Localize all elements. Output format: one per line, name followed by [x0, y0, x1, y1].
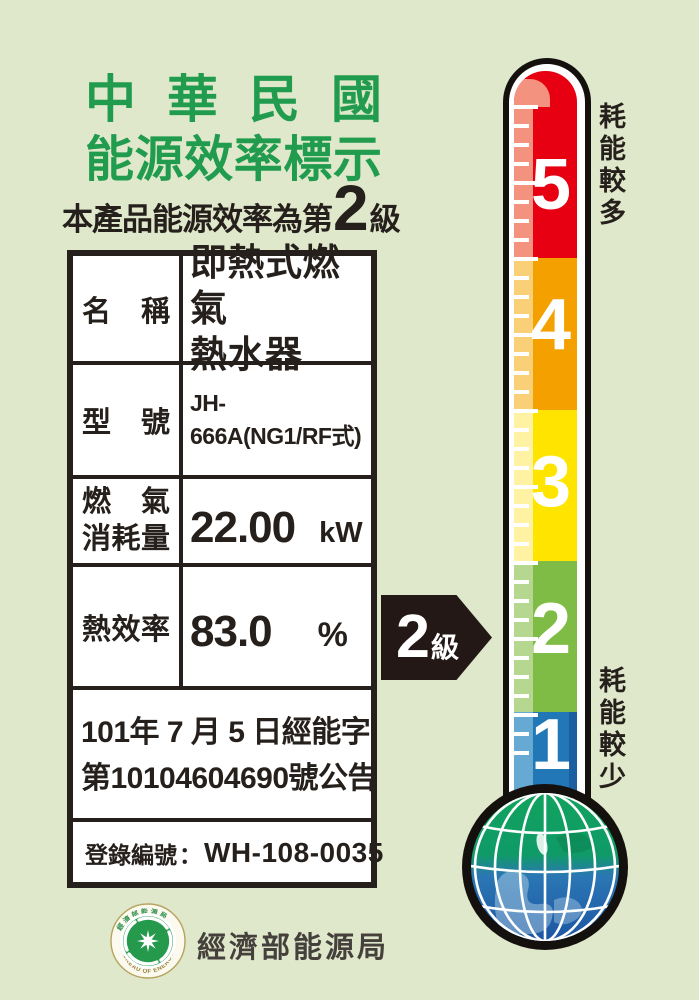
bureau-of-energy-logo-icon: 經濟部能源局 BUREAU OF ENERGY	[110, 903, 186, 979]
tick-mark	[514, 542, 529, 546]
model-label: 型號	[82, 407, 170, 439]
segment-shade	[569, 712, 577, 798]
tick-mark	[514, 352, 529, 356]
tick-mark	[514, 295, 529, 299]
name-value-cell: 即熱式燃氣 熱水器	[190, 242, 365, 375]
tick-mark	[514, 732, 529, 736]
efficiency-unit: %	[317, 616, 348, 654]
tick-mark	[514, 162, 529, 166]
tick-mark	[514, 447, 529, 451]
model-label-cell: 型號	[73, 365, 179, 475]
tick-mark	[514, 694, 529, 698]
announcement-cell: 101年 7 月 5 日經能字 第10104604690號公告	[81, 692, 378, 820]
consumption-label-line2: 消耗量	[82, 523, 170, 555]
tick-mark	[514, 656, 529, 660]
efficiency-rating-statement: 本產品能源效率為第 2 級	[62, 176, 422, 240]
thermometer-tube: 5 4 3 2 1	[514, 71, 577, 798]
grade-5-number: 5	[530, 145, 572, 225]
rating-prefix: 本產品能源效率為第	[62, 202, 333, 237]
tick-mark	[514, 523, 529, 527]
consumption-label-line1: 燃氣	[82, 486, 170, 518]
label-title-line2: 能源效率標示	[85, 133, 382, 187]
tick-mark	[514, 238, 529, 242]
consumption-value: 22.00	[190, 503, 296, 552]
name-label: 名稱	[82, 295, 170, 328]
tick-mark	[514, 713, 538, 717]
grade-1-number: 1	[530, 705, 572, 785]
tick-mark	[514, 219, 529, 223]
efficiency-value-cell: 83.0 %	[190, 567, 365, 686]
tick-mark	[514, 105, 538, 109]
table-column-divider	[179, 256, 183, 690]
grade-arrow-number: 2	[396, 602, 430, 670]
rating-grade-number: 2	[333, 172, 369, 244]
tick-mark	[514, 504, 529, 508]
product-name-line2: 熱水器	[190, 333, 303, 375]
consumption-unit: kW	[319, 517, 363, 549]
globe-icon	[462, 784, 628, 950]
table-divider	[73, 361, 371, 365]
grade-2-number: 2	[530, 589, 572, 669]
tick-mark	[514, 257, 538, 261]
rating-suffix: 級	[369, 202, 401, 237]
thermometer-inner: 5 4 3 2 1	[509, 64, 585, 798]
registration-number: WH-108-0035	[204, 837, 384, 868]
tick-mark	[514, 371, 529, 375]
product-name-line1: 即熱式燃氣	[190, 241, 340, 329]
tube-stripe	[514, 561, 533, 712]
table-divider	[73, 475, 371, 479]
efficiency-label-cell: 熱效率	[73, 567, 179, 686]
tick-mark	[514, 675, 529, 679]
consumption-value-cell: 22.00 kW	[190, 479, 365, 563]
table-divider	[73, 563, 371, 567]
grade-3-number: 3	[530, 442, 572, 522]
tick-mark	[514, 485, 538, 489]
tick-mark	[514, 466, 529, 470]
tick-mark	[514, 637, 538, 641]
tick-mark	[514, 618, 529, 622]
registration-cell: 登錄編號 ： WH-108-0035	[85, 824, 383, 882]
agency-name: 經濟部能源局	[197, 932, 390, 964]
spec-table: 名稱 即熱式燃氣 熱水器 型號 JH-666A(NG1/RF式) 燃氣 消耗量 …	[67, 242, 383, 888]
efficiency-label: 熱效率	[82, 613, 170, 646]
tick-mark	[514, 314, 529, 318]
tick-mark	[514, 751, 529, 755]
model-value-cell: JH-666A(NG1/RF式)	[190, 365, 365, 475]
table-divider	[73, 818, 371, 822]
less-energy-label: 耗能較少	[595, 666, 625, 794]
tick-mark	[514, 276, 529, 280]
registration-separator: ：	[179, 842, 202, 868]
announcement-line1: 101年 7 月 5 日經能字	[81, 716, 371, 749]
announcement-line2: 第10104604690號公告	[81, 762, 378, 795]
grade-arrow-suffix: 級	[430, 632, 459, 663]
table-divider	[73, 686, 371, 690]
tick-mark	[514, 143, 529, 147]
grade-4-number: 4	[530, 285, 572, 365]
label-title-line1: 中華民國	[85, 71, 382, 128]
more-energy-label: 耗能較多	[595, 102, 625, 230]
consumption-label-cell: 燃氣 消耗量	[73, 479, 179, 563]
tube-stripe	[514, 79, 533, 258]
model-number: JH-666A(NG1/RF式)	[190, 389, 362, 449]
tick-mark	[514, 428, 529, 432]
thermometer: 5 4 3 2 1	[503, 58, 591, 798]
tick-mark	[514, 561, 538, 565]
tick-mark	[514, 333, 538, 337]
efficiency-value: 83.0	[190, 607, 273, 656]
grade-arrow: 2 級	[381, 595, 492, 680]
tick-mark	[514, 200, 529, 204]
tick-mark	[514, 409, 538, 413]
tick-mark	[514, 390, 529, 394]
tick-mark	[514, 580, 529, 584]
name-label-cell: 名稱	[73, 256, 179, 361]
tick-mark	[514, 124, 529, 128]
registration-label: 登錄編號	[85, 842, 177, 868]
tick-mark	[514, 599, 529, 603]
tick-mark	[514, 181, 538, 185]
